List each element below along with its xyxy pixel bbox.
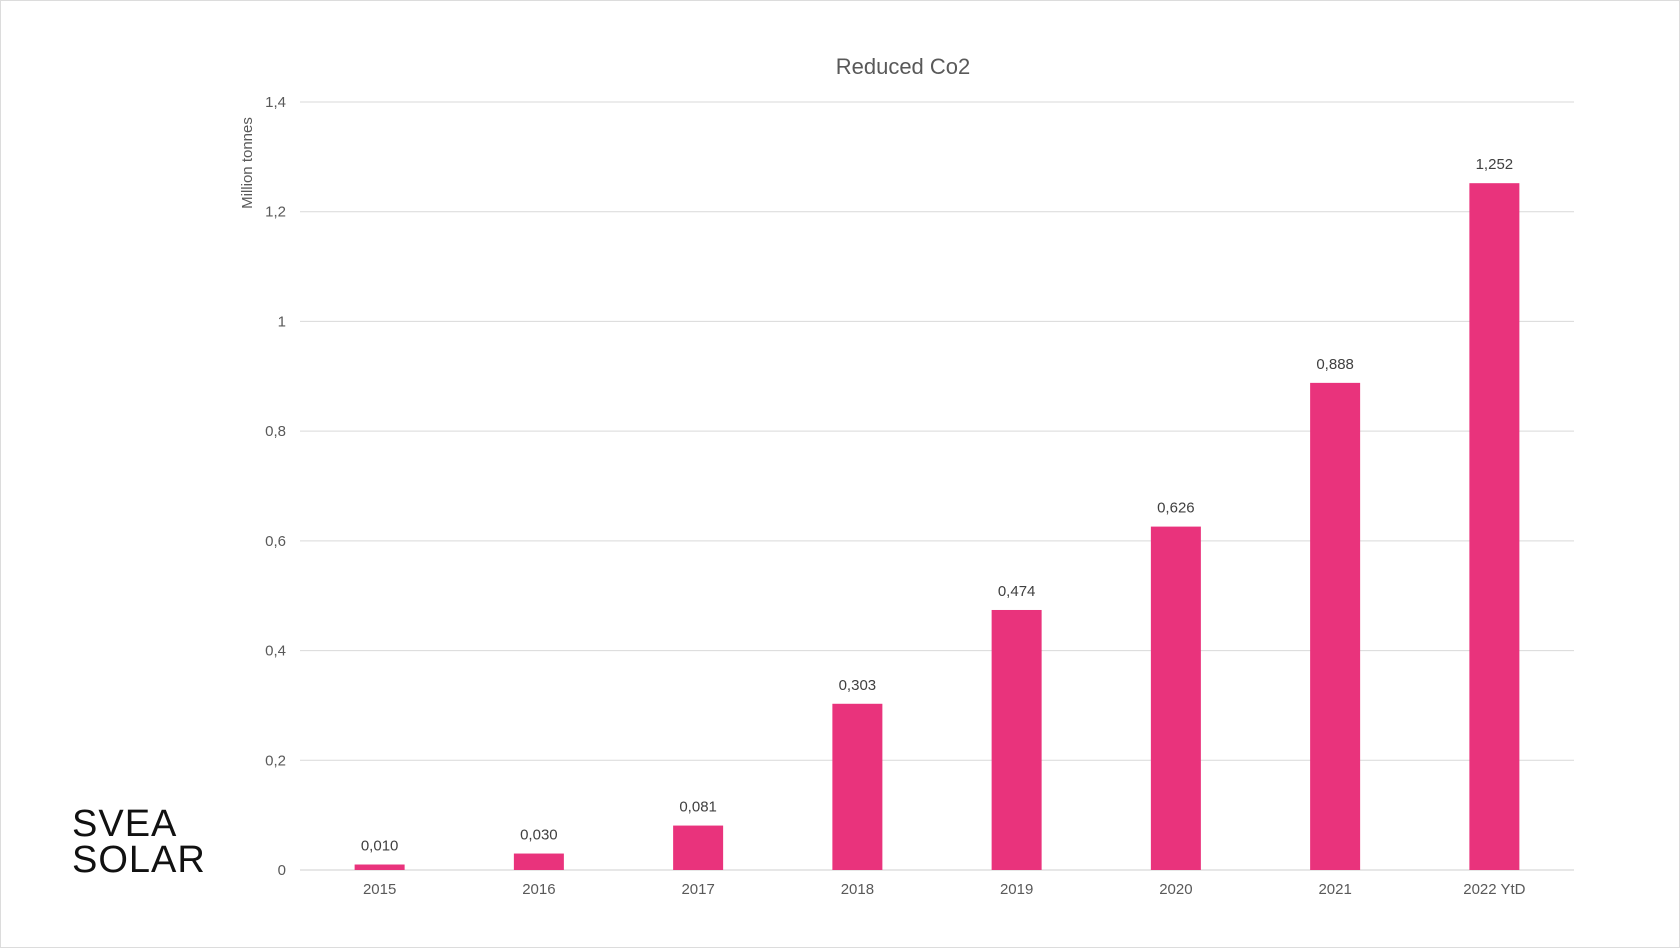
bars xyxy=(354,183,1520,870)
x-tick-label: 2022 YtD xyxy=(1463,881,1525,898)
data-label: 0,010 xyxy=(361,838,399,855)
x-tick-label: 2018 xyxy=(841,881,874,898)
bar xyxy=(673,825,724,870)
y-tick-label: 0,8 xyxy=(265,423,286,440)
data-label: 0,626 xyxy=(1157,500,1195,517)
data-label: 0,888 xyxy=(1316,356,1354,373)
y-tick-label: 1 xyxy=(278,313,286,330)
x-tick-label: 2017 xyxy=(681,881,714,898)
x-tick-label: 2020 xyxy=(1159,881,1192,898)
data-label: 1,252 xyxy=(1476,156,1514,173)
data-label: 0,030 xyxy=(520,827,558,844)
bar xyxy=(1150,526,1201,870)
y-tick-labels: 0 0,2 0,4 0,6 0,8 1 1,2 1,4 xyxy=(265,94,286,879)
bar xyxy=(832,703,883,870)
x-tick-labels: 2015 2016 2017 2018 2019 2020 2021 2022 YtD xyxy=(363,881,1526,898)
data-label: 0,081 xyxy=(679,799,717,816)
bar xyxy=(354,864,405,870)
data-label: 0,474 xyxy=(998,583,1036,600)
svea-solar-logo: SVEA SOLAR xyxy=(72,803,206,881)
bar xyxy=(1469,183,1520,870)
data-labels: 0,010 0,030 0,081 0,303 0,474 0,626 0,888 1,252 xyxy=(361,156,1513,854)
gridlines xyxy=(300,101,1574,871)
logo-line-1: SVEA xyxy=(72,803,178,845)
y-tick-label: 1,4 xyxy=(265,94,286,111)
data-label: 0,303 xyxy=(839,677,877,694)
chart-title: Reduced Co2 xyxy=(836,54,971,79)
bar xyxy=(991,609,1042,870)
x-tick-label: 2021 xyxy=(1318,881,1351,898)
logo-line-2: SOLAR xyxy=(72,839,206,881)
x-tick-label: 2016 xyxy=(522,881,555,898)
y-tick-label: 1,2 xyxy=(265,204,286,221)
y-tick-label: 0 xyxy=(278,862,286,879)
x-tick-label: 2019 xyxy=(1000,881,1033,898)
y-tick-label: 0,2 xyxy=(265,752,286,769)
bar xyxy=(513,853,564,870)
bar xyxy=(1310,382,1361,870)
y-tick-label: 0,4 xyxy=(265,643,286,660)
y-tick-label: 0,6 xyxy=(265,533,286,550)
y-axis-label: Million tonnes xyxy=(239,117,256,209)
x-tick-label: 2015 xyxy=(363,881,396,898)
